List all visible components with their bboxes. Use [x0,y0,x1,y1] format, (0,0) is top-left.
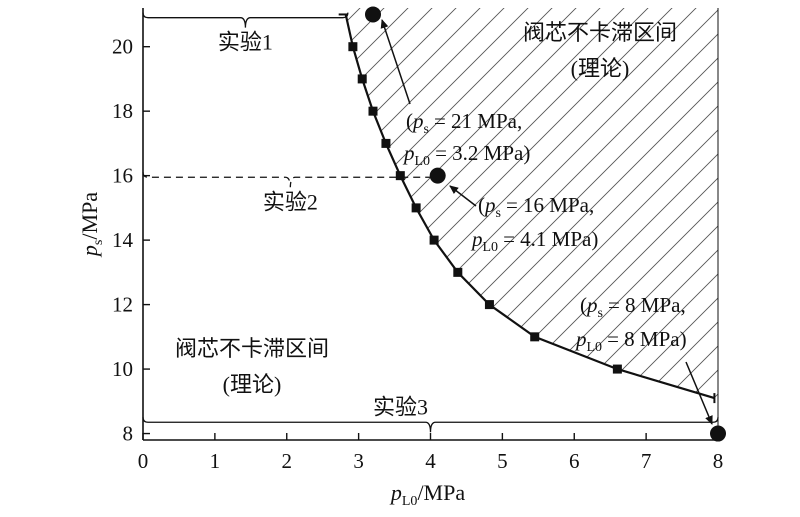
hatch-line [0,0,80,460]
boundary-marker [368,106,378,116]
annotation-2-pl0: pL0 = 4.1 MPa) [470,227,598,255]
arrow-point-1 [380,19,411,105]
x-tick-label: 2 [282,449,293,473]
experiment-brackets: 实验1 实验2 实验3 [142,12,719,433]
arrow-point-3 [685,361,713,425]
y-tick-label: 12 [112,293,133,317]
region-upper-line2: (理论) [571,56,630,81]
boundary-marker [429,235,439,245]
experiment-label-1: 实验1 [218,30,273,55]
y-tick-label: 18 [112,99,133,123]
hatch-line [772,0,800,460]
hatch-line [0,0,32,460]
experiment-points [365,6,726,442]
experiment-point-3 [710,425,726,442]
region-lower-line1: 阀芯不卡滞区间 [175,336,329,361]
hatch-line [345,8,465,399]
boundary-marker [348,42,358,52]
x-tick-label: 8 [713,449,724,473]
hatch-line [345,8,441,399]
annotation-3-ps: (ps = 8 MPa, [580,293,686,321]
hatch-line [748,0,800,460]
boundary-marker [453,267,463,277]
experiment-point-2 [429,167,446,184]
boundary-marker [530,332,540,342]
experiment-label-2: 实验2 [263,189,318,214]
hatch-line [724,0,800,460]
hatch-line [627,8,718,399]
boundary-marker [484,300,494,310]
hatch-line [651,8,718,399]
boundary-marker [395,171,405,181]
boundary-marker [381,138,391,148]
boundary-marker [411,203,421,213]
y-tick-label: 8 [123,422,134,446]
experiment-label-3: 实验3 [373,394,428,419]
hatch-line [345,8,718,399]
y-tick-label: 20 [112,35,133,59]
region-lower-line2: (理论) [223,372,282,397]
x-axis-label: pL0/MPa [389,480,465,509]
hatch-line [0,0,344,460]
region-upper-line1: 阀芯不卡滞区间 [523,20,677,45]
annotation-1-ps: (ps = 21 MPa, [406,109,522,137]
experiment-point-1 [365,6,381,23]
y-tick-label: 14 [112,228,134,252]
hatch-line [699,8,718,399]
x-tick-label: 6 [569,449,580,473]
boundary-marker [357,74,367,84]
hatch-line [345,8,489,399]
y-tick-label: 10 [112,357,133,381]
y-tick-label: 16 [112,164,133,188]
hatch-line [603,8,718,399]
hatch-line [0,0,128,460]
experiment-bracket-2 [142,172,439,188]
boundary-marker [612,364,622,374]
x-tick-label: 0 [138,449,149,473]
hatch-line [796,0,800,460]
experiment-bracket-3 [142,417,719,433]
annotation-3-pl0: pL0 = 8 MPa) [574,327,687,355]
x-tick-label: 1 [210,449,221,473]
hatch-line [345,8,417,399]
boundary-markers [348,42,622,374]
hatch-line [345,8,537,399]
annotation-2-ps: (ps = 16 MPa, [478,193,594,221]
annotation-1-pl0: pL0 = 3.2 MPa) [402,141,530,169]
hatch-line [345,8,561,399]
x-tick-label: 5 [497,449,508,473]
hatch-line [345,8,513,399]
hatch-line [345,8,681,399]
x-tick-label: 4 [425,449,436,473]
experiment-bracket-1 [142,12,349,28]
hatch-line [345,8,393,399]
hatch-line [675,8,718,399]
hatch-line [0,0,56,460]
y-axis-label: ps/MPa [77,192,106,258]
x-tick-label: 3 [353,449,364,473]
hatch-line [345,8,705,399]
x-tick-label: 7 [641,449,652,473]
hatch-line [0,0,8,460]
arrow-point-2 [449,185,477,207]
hatch-line [345,8,369,399]
